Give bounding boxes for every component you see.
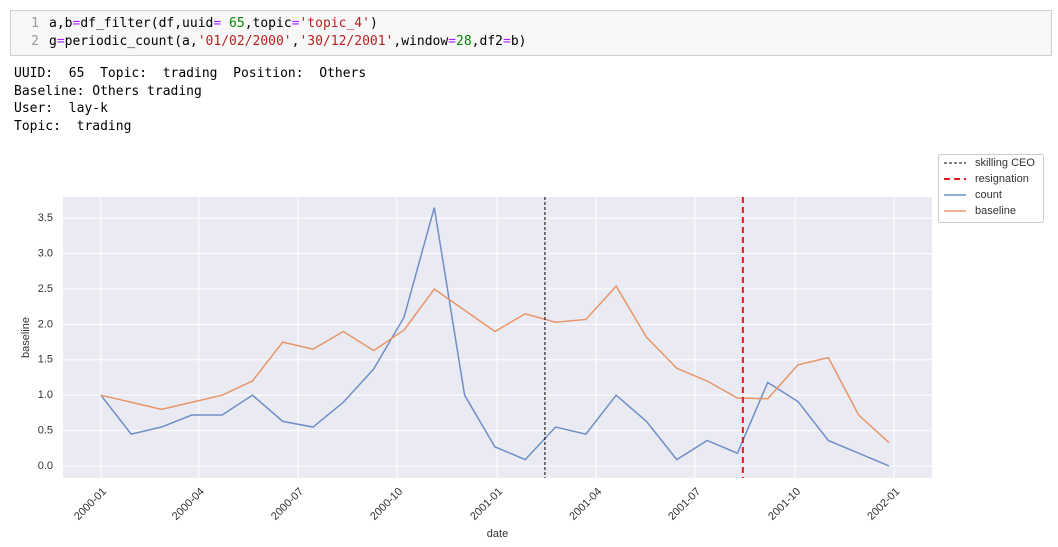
y-tick-label: 0.5 xyxy=(38,424,53,436)
y-tick-label: 1.5 xyxy=(38,354,53,366)
x-tick-label: 2001-04 xyxy=(567,486,604,523)
code-token: '01/02/2000' xyxy=(197,34,292,49)
x-tick-label: 2000-07 xyxy=(269,486,306,523)
legend-label: count xyxy=(975,189,1002,201)
code-token: 28 xyxy=(456,34,472,49)
x-tick-label: 2001-07 xyxy=(666,486,703,523)
code-token: = xyxy=(502,34,511,49)
y-axis-label: baseline xyxy=(20,317,32,358)
output-line: User: lay-k xyxy=(14,101,108,117)
code-token: , xyxy=(291,34,300,49)
code-token: ) xyxy=(369,16,378,31)
code-token: = xyxy=(291,16,300,31)
code-token: = xyxy=(72,16,81,31)
y-tick-label: 2.5 xyxy=(38,283,53,295)
legend-label: baseline xyxy=(975,205,1016,217)
code-token: a,b xyxy=(49,16,73,31)
x-tick-label: 2001-01 xyxy=(468,486,505,523)
code-token: ,window xyxy=(393,34,449,49)
y-tick-label: 3.5 xyxy=(38,212,53,224)
line-series xyxy=(100,207,890,467)
x-tick-label: 2000-04 xyxy=(170,486,207,523)
code-token: = xyxy=(213,16,222,31)
legend-box xyxy=(938,154,1044,223)
code-token: = xyxy=(56,34,65,49)
x-axis-label: date xyxy=(487,528,508,540)
x-tick-label: 2001-10 xyxy=(766,486,803,523)
code-cell[interactable]: 1 a,b=df_filter(df,uuid= 65,topic='topic_… xyxy=(10,10,1052,56)
output-line: Baseline: Others trading xyxy=(14,83,202,99)
x-tick-label: 2000-01 xyxy=(72,486,109,523)
code-token: 'topic_4' xyxy=(299,16,370,31)
y-tick-label: 1.0 xyxy=(38,389,53,401)
output-line: UUID: 65 Topic: trading Position: Others xyxy=(14,66,367,81)
code-token: df_filter(df,uuid xyxy=(80,16,214,31)
x-tick-label: 2000-10 xyxy=(368,486,405,523)
legend-label: resignation xyxy=(975,173,1029,185)
code-line: 2 g=periodic_count(a,'01/02/2000','30/12/… xyxy=(11,33,526,51)
y-tick-label: 3.0 xyxy=(38,248,53,260)
code-token: = xyxy=(448,34,457,49)
code-token: b) xyxy=(510,34,527,49)
code-token: ,topic xyxy=(244,16,292,31)
code-token: periodic_count(a, xyxy=(64,34,198,49)
y-tick-label: 2.0 xyxy=(38,318,53,330)
cell-output: UUID: 65 Topic: trading Position: Others… xyxy=(14,65,366,136)
code-line: 1 a,b=df_filter(df,uuid= 65,topic='topic_… xyxy=(11,15,378,33)
line-number: 1 xyxy=(31,16,39,31)
code-token: g xyxy=(49,34,57,49)
legend-label: skilling CEO xyxy=(975,157,1035,169)
code-token: ,df2 xyxy=(471,34,503,49)
x-tick-label: 2002-01 xyxy=(865,486,902,523)
code-token: 65 xyxy=(229,16,245,31)
y-tick-label: 0.0 xyxy=(38,460,53,472)
line-series xyxy=(100,284,890,444)
code-token: '30/12/2001' xyxy=(299,34,394,49)
output-line: Topic: trading xyxy=(14,119,132,135)
line-number: 2 xyxy=(31,34,39,49)
